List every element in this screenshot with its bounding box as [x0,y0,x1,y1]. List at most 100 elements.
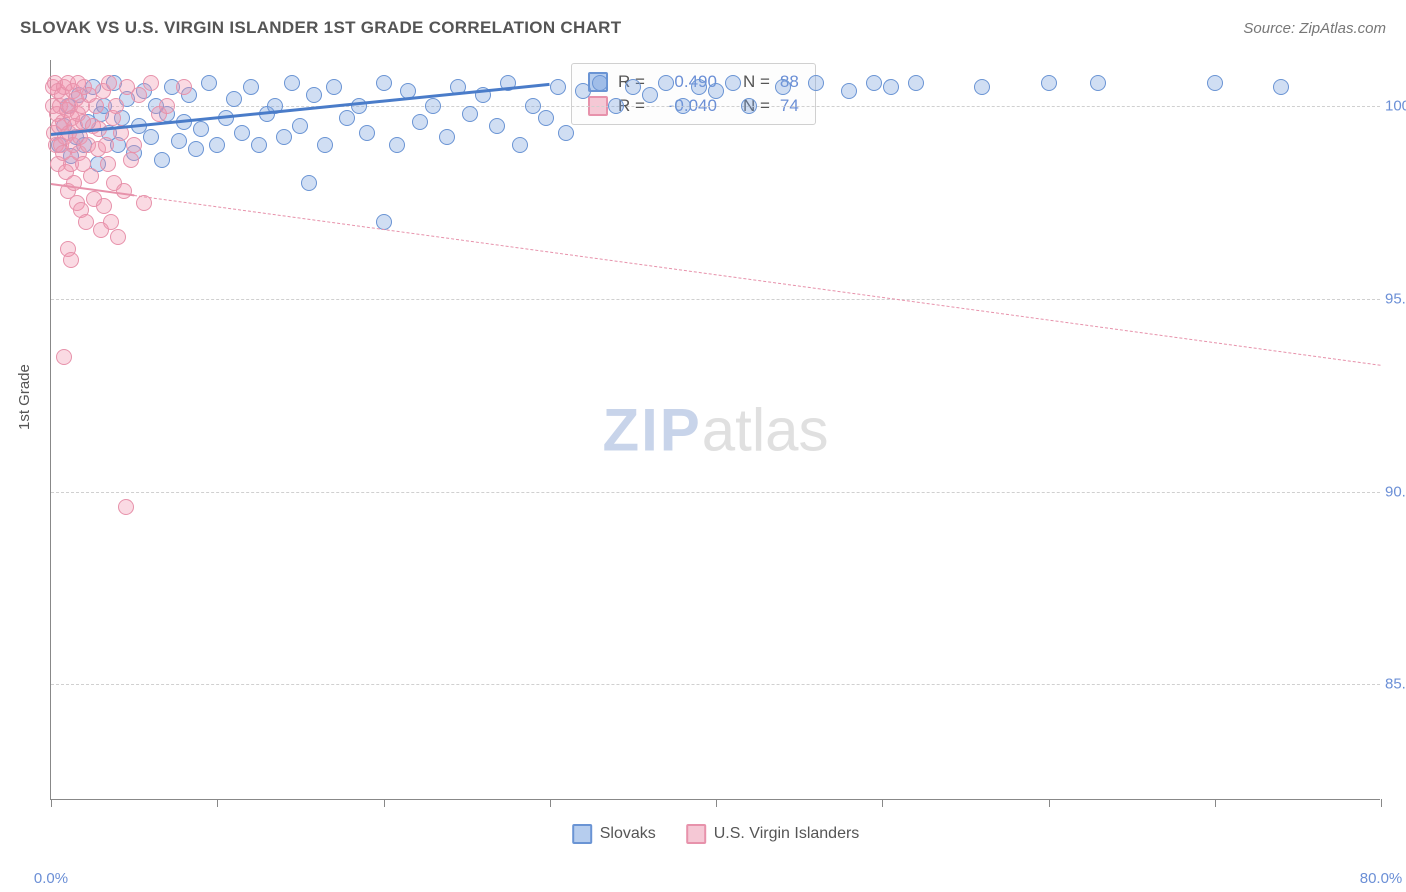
scatter-point [126,137,142,153]
trend-line [134,195,1381,366]
y-tick-label: 90.0% [1385,483,1406,500]
x-tick [882,799,883,807]
scatter-point [123,152,139,168]
scatter-point [226,91,242,107]
scatter-point [691,79,707,95]
legend-item: Slovaks [572,824,656,844]
scatter-point [642,87,658,103]
scatter-point [512,137,528,153]
scatter-point [96,198,112,214]
x-tick-label: 80.0% [1360,870,1403,887]
scatter-point [592,75,608,91]
x-tick [384,799,385,807]
scatter-point [118,499,134,515]
scatter-point [538,110,554,126]
gridline [51,492,1380,493]
scatter-point [154,152,170,168]
y-axis-label: 1st Grade [16,364,33,430]
scatter-point [558,125,574,141]
chart-plot-area: ZIPatlas R =0.490N =88R =-0.040N =74 Slo… [50,60,1380,800]
scatter-point [88,98,104,114]
scatter-point [608,98,624,114]
scatter-point [439,129,455,145]
scatter-point [376,75,392,91]
scatter-point [284,75,300,91]
x-tick [217,799,218,807]
x-tick [550,799,551,807]
scatter-point [176,79,192,95]
scatter-point [462,106,478,122]
scatter-point [326,79,342,95]
x-tick [51,799,52,807]
scatter-point [171,133,187,149]
legend-swatch [572,824,592,844]
y-tick-label: 95.0% [1385,290,1406,307]
scatter-point [243,79,259,95]
scatter-point [143,129,159,145]
y-tick-label: 85.0% [1385,676,1406,693]
scatter-point [159,98,175,114]
scatter-point [108,98,124,114]
scatter-point [116,183,132,199]
scatter-point [525,98,541,114]
scatter-point [143,75,159,91]
scatter-point [1041,75,1057,91]
scatter-point [359,125,375,141]
scatter-point [110,229,126,245]
scatter-point [389,137,405,153]
x-tick [1049,799,1050,807]
scatter-point [301,175,317,191]
scatter-point [251,137,267,153]
legend-swatch [686,824,706,844]
gridline [51,684,1380,685]
gridline [51,106,1380,107]
scatter-point [908,75,924,91]
scatter-point [1207,75,1223,91]
scatter-point [550,79,566,95]
scatter-point [489,118,505,134]
watermark: ZIPatlas [602,395,828,464]
scatter-point [98,137,114,153]
scatter-point [775,79,791,95]
scatter-point [306,87,322,103]
scatter-point [974,79,990,95]
scatter-point [209,137,225,153]
scatter-point [188,141,204,157]
x-tick-label: 0.0% [34,870,68,887]
y-tick-label: 100.0% [1385,98,1406,115]
scatter-point [725,75,741,91]
x-tick [1215,799,1216,807]
legend-n-label: N = [743,72,770,92]
legend-item: U.S. Virgin Islanders [686,824,860,844]
scatter-point [575,83,591,99]
scatter-point [675,98,691,114]
scatter-point [658,75,674,91]
scatter-point [276,129,292,145]
scatter-point [83,168,99,184]
series-legend: Slovaks U.S. Virgin Islanders [572,824,860,844]
scatter-point [78,214,94,230]
scatter-point [425,98,441,114]
gridline [51,299,1380,300]
scatter-point [100,156,116,172]
scatter-point [56,349,72,365]
chart-title: SLOVAK VS U.S. VIRGIN ISLANDER 1ST GRADE… [20,18,621,38]
scatter-point [841,83,857,99]
source-label: Source: ZipAtlas.com [1243,20,1386,37]
scatter-point [1090,75,1106,91]
scatter-point [808,75,824,91]
scatter-point [708,83,724,99]
legend-series-name: U.S. Virgin Islanders [714,825,860,843]
scatter-point [741,98,757,114]
scatter-point [63,252,79,268]
x-tick [1381,799,1382,807]
scatter-point [883,79,899,95]
scatter-point [103,214,119,230]
scatter-point [193,121,209,137]
scatter-point [412,114,428,130]
scatter-point [866,75,882,91]
scatter-point [625,79,641,95]
scatter-point [101,75,117,91]
scatter-point [292,118,308,134]
x-tick [716,799,717,807]
